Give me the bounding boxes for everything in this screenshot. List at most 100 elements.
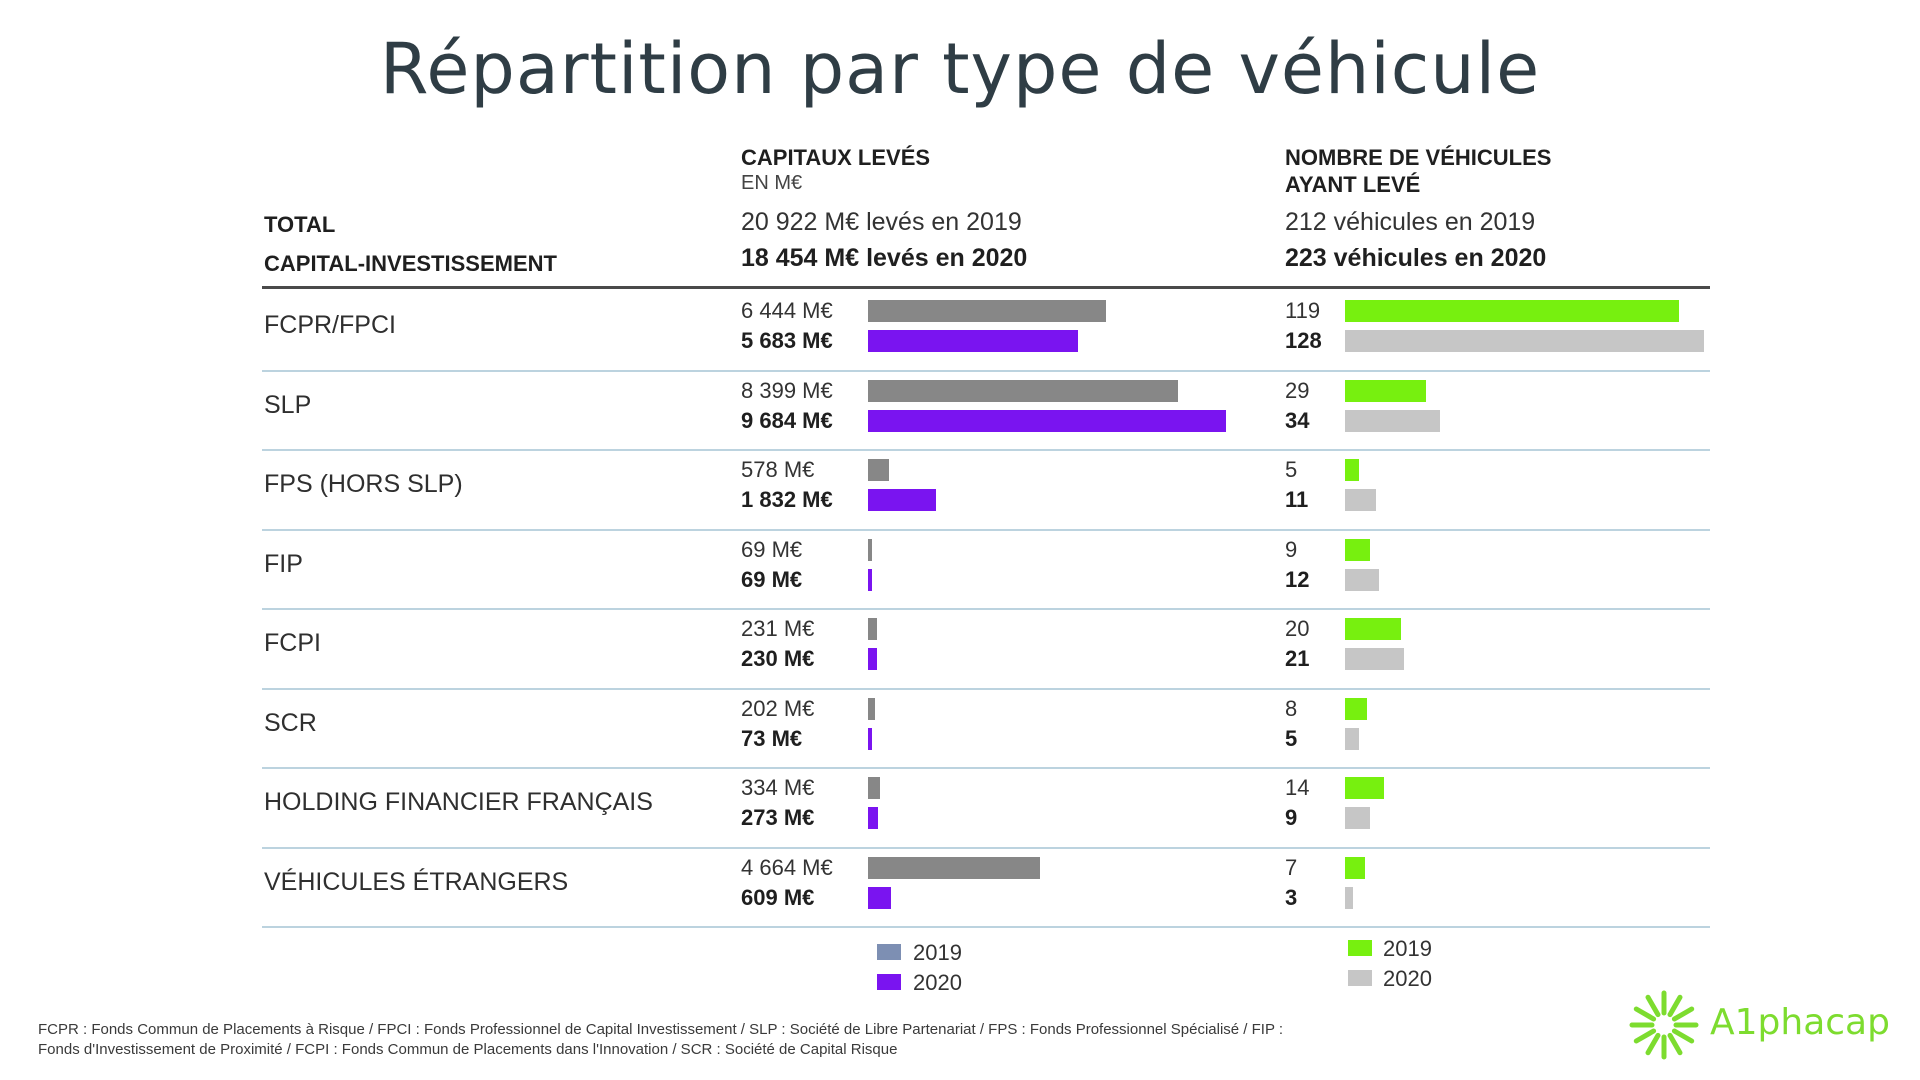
bar-vehicules-2020 [1345,568,1379,591]
value-label-capitaux-2019: 202 M€ [741,695,815,721]
bar-capitaux-2020 [868,807,879,829]
value-label-capitaux-2019: 4 664 M€ [741,854,833,880]
row-separator [262,767,1710,769]
value-label-vehicules-2020: 12 [1285,566,1310,592]
value-label-vehicules-2019: 20 [1285,616,1310,641]
bar-capitaux-2020 [868,648,877,670]
row-separator [262,528,1710,531]
logo-ray [1671,1028,1695,1044]
row-separator [262,449,1710,451]
row-separator [262,369,1710,372]
bar-capitaux-2019 [868,459,890,481]
bar-vehicules-2020 [1345,807,1371,829]
value-label-capitaux-2020: 1 832 M€ [741,487,833,512]
bar-vehicules-2019 [1345,379,1427,402]
page-title: Répartition par type de véhicule [379,28,1541,110]
footnote: FCPR : Fonds Commun de Placements à Risq… [38,1020,1478,1060]
value-label-capitaux-2019: 334 M€ [741,775,815,800]
value-label-vehicules-2020: 3 [1285,884,1298,910]
total-label-line2: CAPITAL-INVESTISSEMENT [264,251,557,276]
row-label: VÉHICULES ÉTRANGERS [264,867,569,896]
bar-capitaux-2019 [868,856,1041,879]
bar-capitaux-2020 [868,409,1226,432]
legend-label-vehicules-2020: 2020 [1383,966,1432,991]
bar-capitaux-2019 [868,777,881,799]
legend-swatch-capitaux-2020 [877,974,901,990]
value-label-vehicules-2019: 14 [1285,775,1310,800]
legend-label-capitaux-2020: 2020 [913,970,962,995]
bar-vehicules-2019 [1345,300,1679,322]
value-label-vehicules-2019: 119 [1285,298,1321,323]
row-label: FCPI [264,629,321,657]
row-label: HOLDING FINANCIER FRANÇAIS [264,788,653,816]
row-label: FIP [264,549,303,578]
value-label-vehicules-2019: 9 [1285,536,1298,562]
logo-ray [1645,1032,1661,1056]
row-label: FPS (HORS SLP) [264,470,463,498]
footnote-line1: FCPR : Fonds Commun de Placements à Risq… [38,1021,1284,1038]
bar-capitaux-2019 [868,379,1179,402]
value-label-vehicules-2019: 8 [1285,695,1298,721]
row-separator [262,687,1710,690]
bar-vehicules-2020 [1345,330,1704,352]
bar-vehicules-2019 [1345,777,1385,799]
row-label: SLP [264,390,312,419]
bar-capitaux-2019 [868,618,877,640]
value-label-capitaux-2020: 609 M€ [741,884,815,910]
vehicules-total-2020: 223 véhicules en 2020 [1285,244,1547,272]
capitaux-total-2019: 20 922 M€ levés en 2019 [741,208,1022,236]
logo-ray [1667,1032,1683,1056]
value-label-vehicules-2019: 29 [1285,377,1310,403]
bar-capitaux-2020 [868,489,936,511]
capitaux-header-line1: CAPITAUX LEVÉS [741,145,931,170]
value-label-capitaux-2019: 6 444 M€ [741,298,833,323]
logo-ray [1671,1006,1695,1022]
logo-text: A1phacap [1710,1002,1890,1043]
vehicules-total-2019: 212 véhicules en 2019 [1285,208,1536,236]
bar-capitaux-2019 [868,300,1107,322]
value-label-capitaux-2020: 9 684 M€ [741,407,833,433]
row-separator [262,846,1710,849]
value-label-vehicules-2019: 5 [1285,457,1298,482]
value-label-capitaux-2020: 230 M€ [741,646,815,671]
legend-swatch-capitaux-2019 [877,944,901,960]
bar-capitaux-2020 [868,330,1079,352]
value-label-capitaux-2019: 578 M€ [741,457,815,482]
row-label: SCR [264,708,317,737]
row-separator [262,608,1710,610]
legend-label-capitaux-2019: 2019 [913,940,962,965]
row-label: FCPR/FPCI [264,311,396,339]
capitaux-total-2020: 18 454 M€ levés en 2020 [741,244,1028,272]
value-label-capitaux-2019: 8 399 M€ [741,377,833,403]
footnote-line2: Fonds d'Investissement de Proximité / FC… [38,1041,898,1058]
value-label-vehicules-2020: 21 [1285,646,1310,671]
vehicules-header-line1: NOMBRE DE VÉHICULES [1285,145,1552,170]
bar-vehicules-2020 [1345,409,1441,432]
value-label-vehicules-2020: 11 [1285,487,1309,512]
legend-label-vehicules-2019: 2019 [1383,936,1432,961]
table-top-rule [262,286,1710,289]
bar-capitaux-2019 [868,538,872,561]
capitaux-header-line2: EN M€ [741,172,803,194]
bar-vehicules-2019 [1345,697,1368,720]
bar-vehicules-2020 [1345,727,1360,750]
logo-ray [1633,1028,1657,1044]
bar-vehicules-2020 [1345,886,1354,909]
bar-capitaux-2019 [868,697,876,720]
bar-vehicules-2020 [1345,489,1376,511]
value-label-vehicules-2020: 5 [1285,725,1298,751]
value-label-vehicules-2020: 9 [1285,805,1298,830]
legend-swatch-vehicules-2020 [1348,970,1372,986]
value-label-vehicules-2020: 128 [1285,328,1322,353]
legend-swatch-vehicules-2019 [1348,940,1372,956]
bar-vehicules-2020 [1345,648,1404,670]
bar-capitaux-2020 [868,727,872,750]
value-label-capitaux-2020: 73 M€ [741,725,803,751]
bar-vehicules-2019 [1345,856,1365,879]
bar-capitaux-2020 [868,568,872,591]
logo-ray [1667,994,1683,1018]
logo-ray [1645,994,1661,1018]
bar-vehicules-2019 [1345,459,1360,481]
value-label-vehicules-2019: 7 [1285,854,1298,880]
row-separator [262,926,1710,928]
